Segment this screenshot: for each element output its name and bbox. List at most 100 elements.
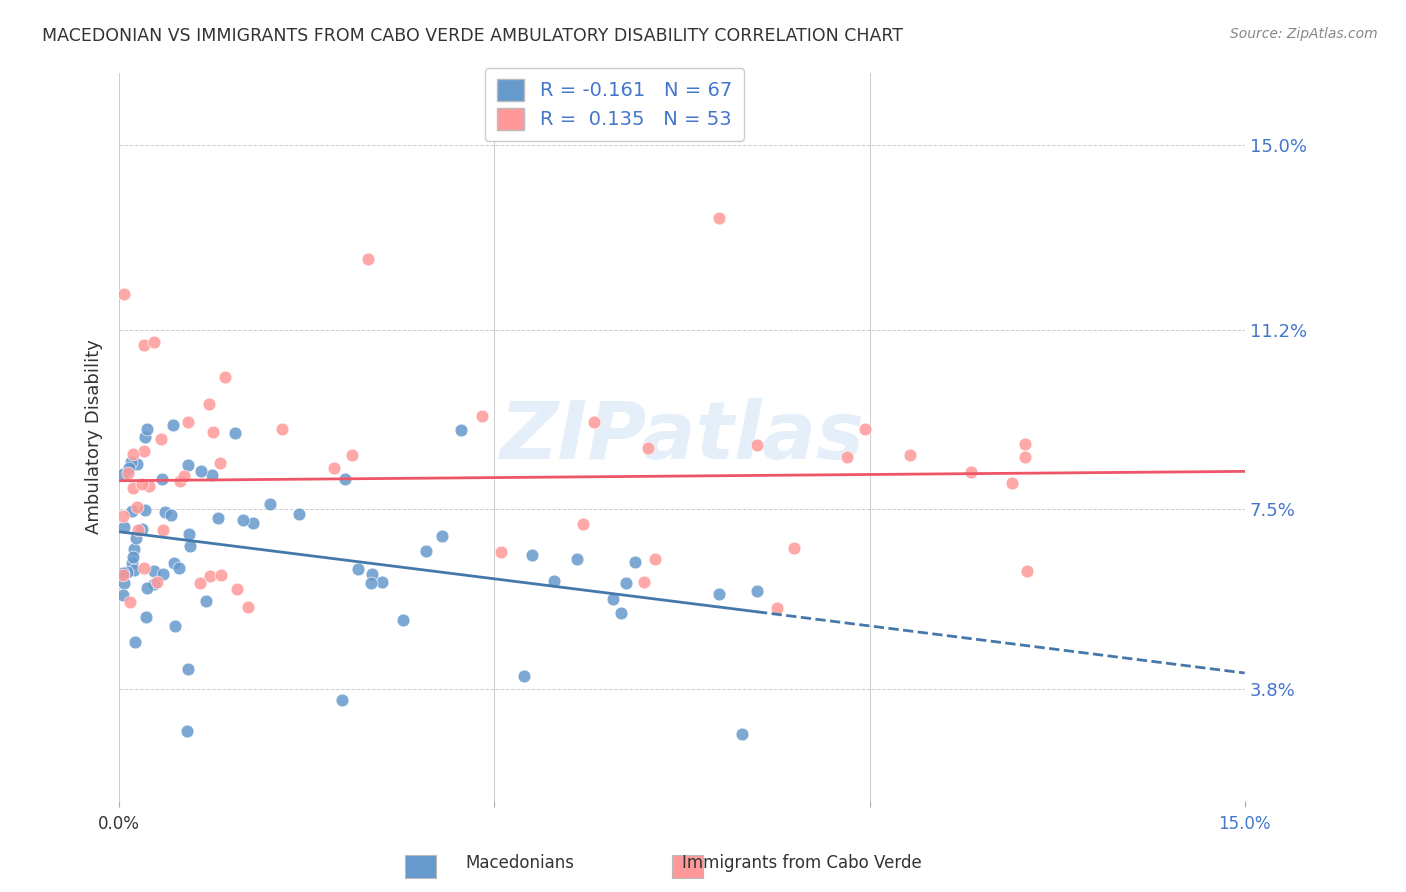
Point	[149, 432, 172, 446]
Point	[127, 458, 149, 472]
Point	[127, 523, 149, 537]
Point	[118, 461, 141, 475]
Y-axis label: Ambulatory Disability: Ambulatory Disability	[86, 339, 103, 534]
Point	[571, 517, 593, 532]
Point	[121, 556, 143, 570]
Point	[176, 723, 198, 738]
Point	[167, 561, 190, 575]
Point	[415, 543, 437, 558]
Point	[624, 555, 647, 569]
Text: Immigrants from Cabo Verde: Immigrants from Cabo Verde	[682, 855, 921, 872]
Point	[201, 467, 224, 482]
Point	[1001, 475, 1024, 490]
Point	[214, 370, 236, 384]
Point	[1014, 437, 1036, 451]
Point	[134, 430, 156, 444]
Point	[238, 599, 260, 614]
Point	[131, 477, 153, 491]
Point	[610, 606, 633, 620]
Text: 15.0%: 15.0%	[1219, 815, 1271, 833]
Point	[162, 417, 184, 432]
Point	[745, 438, 768, 452]
Point	[361, 567, 384, 582]
Point	[132, 560, 155, 574]
Point	[131, 522, 153, 536]
Point	[146, 575, 169, 590]
Point	[709, 587, 731, 601]
Point	[270, 422, 292, 436]
Point	[332, 693, 354, 707]
Point	[853, 422, 876, 436]
Point	[565, 552, 588, 566]
Point	[117, 466, 139, 480]
Text: ZIPatlas: ZIPatlas	[499, 398, 865, 475]
Point	[124, 541, 146, 556]
Point	[152, 567, 174, 582]
Text: Macedonians: Macedonians	[465, 855, 575, 872]
Point	[232, 513, 254, 527]
Point	[177, 662, 200, 676]
Point	[165, 619, 187, 633]
Point	[177, 415, 200, 429]
Point	[766, 600, 789, 615]
Point	[111, 568, 134, 582]
Point	[153, 505, 176, 519]
Point	[644, 552, 666, 566]
Point	[125, 531, 148, 545]
Point	[124, 563, 146, 577]
Point	[136, 581, 159, 595]
Text: 0.0%: 0.0%	[98, 815, 141, 833]
Point	[142, 577, 165, 591]
Point	[333, 472, 356, 486]
Point	[125, 500, 148, 515]
Point	[122, 549, 145, 564]
Point	[582, 416, 605, 430]
Point	[209, 568, 232, 582]
Point	[163, 556, 186, 570]
Point	[731, 727, 754, 741]
Point	[134, 503, 156, 517]
Point	[143, 334, 166, 349]
Point	[198, 396, 221, 410]
Point	[135, 610, 157, 624]
Point	[177, 458, 200, 473]
Point	[112, 287, 135, 301]
Point	[323, 461, 346, 475]
Point	[835, 450, 858, 464]
Point	[543, 574, 565, 589]
Point	[120, 595, 142, 609]
Point	[430, 528, 453, 542]
Point	[745, 584, 768, 599]
Point	[602, 591, 624, 606]
Point	[471, 409, 494, 423]
Point	[371, 574, 394, 589]
Point	[360, 576, 382, 591]
Point	[513, 669, 536, 683]
Point	[121, 447, 143, 461]
Point	[115, 565, 138, 579]
Point	[111, 566, 134, 580]
Point	[152, 523, 174, 537]
Point	[134, 338, 156, 352]
Point	[340, 448, 363, 462]
Point	[135, 422, 157, 436]
Point	[111, 467, 134, 482]
Point	[783, 541, 806, 556]
Point	[208, 456, 231, 470]
Point	[450, 423, 472, 437]
Point	[259, 497, 281, 511]
Point	[111, 588, 134, 602]
Point	[111, 508, 134, 523]
Point	[112, 520, 135, 534]
Point	[960, 465, 983, 479]
Point	[194, 594, 217, 608]
Point	[225, 582, 247, 596]
Point	[347, 561, 370, 575]
Text: Source: ZipAtlas.com: Source: ZipAtlas.com	[1230, 27, 1378, 41]
Point	[491, 545, 513, 559]
Point	[520, 548, 543, 562]
Point	[288, 507, 311, 521]
Point	[637, 442, 659, 456]
Point	[614, 575, 637, 590]
Point	[173, 469, 195, 483]
